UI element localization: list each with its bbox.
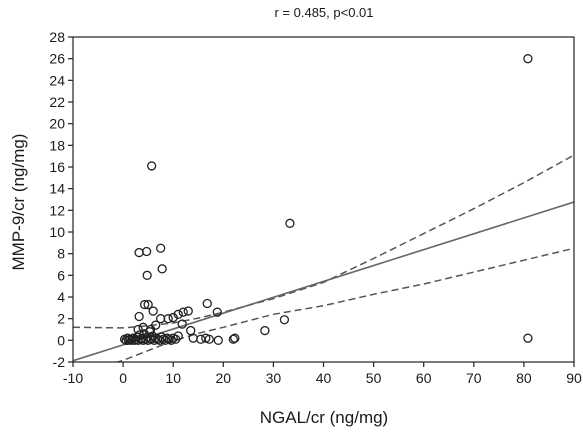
y-tick-label: 22 [49, 94, 65, 110]
y-tick-label: 2 [57, 311, 65, 327]
x-axis-title: NGAL/cr (ng/mg) [260, 408, 388, 427]
data-point [173, 309, 183, 319]
y-tick-label: 12 [49, 202, 65, 218]
y-tick-label: -2 [53, 354, 66, 370]
data-point [213, 335, 223, 345]
confidence-lower-line [114, 247, 574, 362]
data-point [134, 311, 144, 322]
x-axis: -10 0 10 20 30 40 50 60 70 80 90 [63, 362, 582, 386]
data-point [285, 218, 295, 228]
x-tick-label: 20 [216, 370, 232, 386]
data-point [134, 247, 144, 258]
x-tick-label: 80 [516, 370, 532, 386]
data-point [157, 264, 167, 274]
data-point [523, 333, 533, 343]
y-tick-label: 26 [49, 51, 65, 67]
data-point [186, 325, 196, 336]
data-point [156, 243, 166, 253]
data-point [123, 335, 134, 345]
data-point [204, 334, 214, 344]
data-point [279, 315, 290, 325]
y-tick-label: 0 [57, 332, 65, 348]
data-point [183, 306, 193, 316]
data-point [148, 306, 158, 316]
data-point [523, 54, 533, 64]
data-point [139, 329, 149, 339]
data-points [119, 54, 533, 345]
y-axis-title: MMP-9/cr (ng/mg) [9, 134, 28, 271]
y-tick-label: 10 [49, 224, 65, 240]
data-point [166, 335, 176, 345]
y-tick-label: 28 [49, 29, 65, 45]
x-tick-label: 30 [266, 370, 282, 386]
y-tick-label: 18 [49, 137, 65, 153]
y-tick-label: 20 [49, 116, 65, 132]
data-point [141, 246, 152, 257]
x-tick-label: 60 [416, 370, 432, 386]
x-tick-label: 40 [316, 370, 332, 386]
confidence-upper-line [73, 154, 574, 329]
data-point [142, 270, 152, 280]
x-tick-label: 0 [119, 370, 127, 386]
data-point [178, 307, 188, 317]
y-tick-label: 14 [49, 181, 65, 197]
chart-title: r = 0.485, p<0.01 [274, 5, 373, 20]
confidence-band [73, 154, 574, 362]
data-point [168, 312, 178, 323]
data-point [177, 319, 187, 329]
data-point [133, 324, 143, 335]
x-tick-label: 70 [466, 370, 482, 386]
data-point [230, 333, 240, 343]
data-point [163, 314, 173, 324]
data-point [228, 334, 238, 344]
y-tick-label: 8 [57, 246, 65, 262]
data-point [202, 298, 212, 309]
y-tick-label: 24 [49, 72, 65, 88]
data-point [151, 320, 161, 330]
data-point [156, 314, 166, 324]
data-point [147, 161, 157, 171]
y-tick-label: 4 [57, 289, 65, 305]
data-point [139, 299, 150, 310]
data-point [143, 299, 153, 310]
x-tick-label: 10 [165, 370, 181, 386]
x-tick-label: 90 [566, 370, 582, 386]
plot-frame [72, 36, 575, 363]
data-point [260, 325, 270, 336]
x-tick-label: 50 [366, 370, 382, 386]
y-tick-label: 16 [49, 159, 65, 175]
data-point [212, 307, 222, 317]
y-tick-label: 6 [57, 267, 65, 283]
x-tick-label: -10 [63, 370, 83, 386]
data-point [173, 331, 183, 341]
